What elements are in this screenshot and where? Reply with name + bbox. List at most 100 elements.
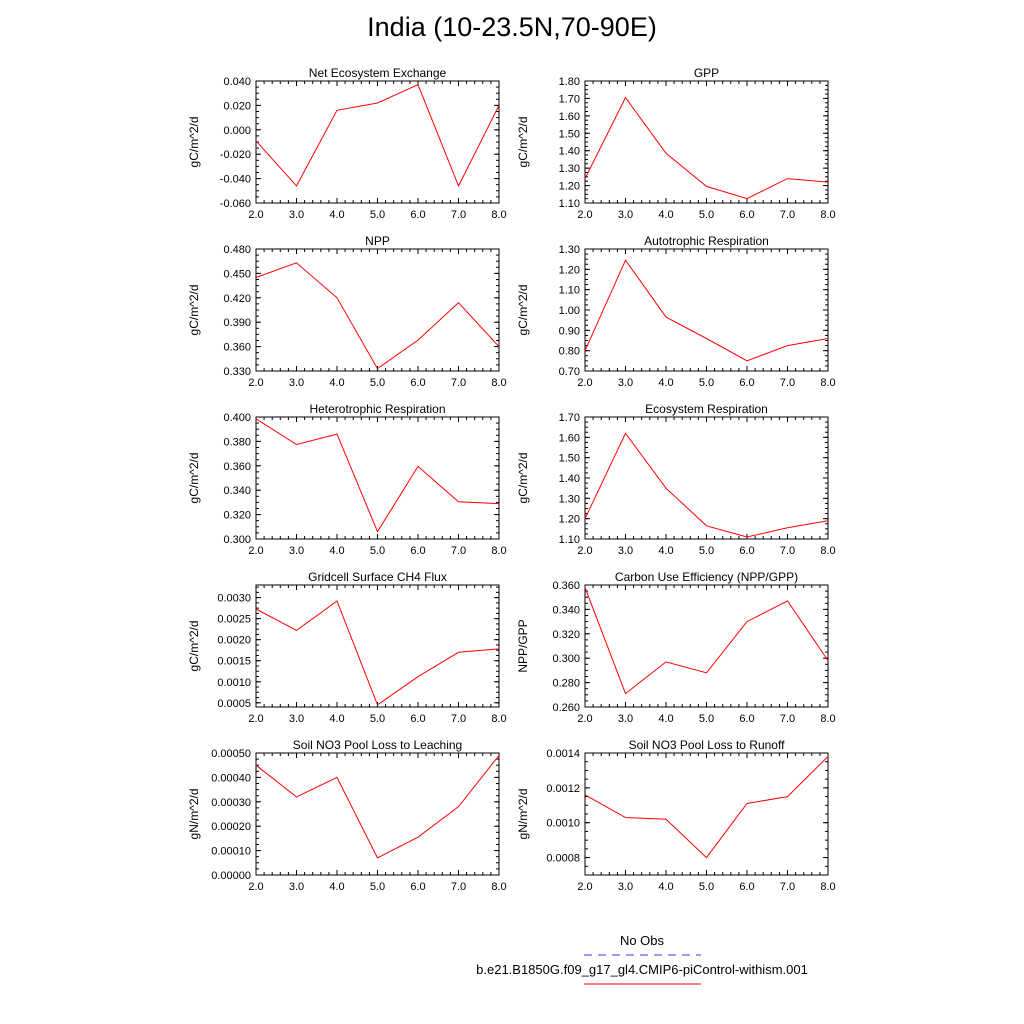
x-tick-label: 4.0 (658, 713, 673, 725)
y-tick-label: 0.70 (559, 366, 580, 378)
x-tick-label: 8.0 (820, 881, 835, 893)
y-tick-label: 0.480 (223, 244, 251, 256)
y-tick-label: 1.20 (559, 264, 580, 276)
legend: No Obs b.e21.B1850G.f09_g17_gl4.CMIP6-pi… (476, 933, 808, 985)
panel-8: Carbon Use Efficiency (NPP/GPP) NPP/GPP 2.… (516, 570, 836, 725)
x-tick-label: 3.0 (289, 545, 304, 557)
y-tick-label: 1.40 (559, 473, 580, 485)
panels-group: Net Ecosystem Exchange gC/m^2/d 2.0 3.0 4.0 5… (187, 66, 836, 893)
x-tick-label: 8.0 (820, 377, 835, 389)
y-tick-label: 1.10 (559, 285, 580, 297)
x-tick-label: 5.0 (699, 377, 714, 389)
y-tick-label: 0.0005 (217, 698, 251, 710)
x-tick-label: 2.0 (577, 713, 592, 725)
x-tick-label: 4.0 (658, 545, 673, 557)
y-tick-label: 0.0020 (217, 635, 251, 647)
x-tick-label: 5.0 (370, 209, 385, 221)
y-tick-label: 0.400 (223, 412, 251, 424)
series-line (584, 432, 829, 538)
y-tick-label: 0.00030 (211, 797, 251, 809)
x-tick-label: 7.0 (451, 377, 466, 389)
y-tick-label: 1.30 (559, 244, 580, 256)
y-tick-label: 0.000 (223, 125, 251, 137)
y-axis-label: gC/m^2/d (187, 285, 201, 336)
panel-title: Heterotrophic Respiration (309, 402, 445, 416)
x-tick-label: 4.0 (329, 713, 344, 725)
plot-frame (584, 248, 829, 372)
x-tick-label: 6.0 (410, 881, 425, 893)
plot-frame (255, 752, 500, 876)
x-tick-label: 3.0 (618, 377, 633, 389)
x-tick-label: 5.0 (699, 713, 714, 725)
x-tick-label: 4.0 (658, 377, 673, 389)
series-line (584, 587, 829, 695)
x-tick-label: 6.0 (410, 209, 425, 221)
y-tick-label: 0.90 (559, 325, 580, 337)
y-tick-label: 0.00020 (211, 821, 251, 833)
series-line (584, 259, 829, 362)
y-tick-label: 0.00010 (211, 846, 251, 858)
x-tick-label: 6.0 (739, 713, 754, 725)
panel-title: Ecosystem Respiration (645, 402, 768, 416)
panel-4: Autotrophic Respiration gC/m^2/d 2.0 3.0 4.0… (516, 234, 836, 389)
x-tick-label: 3.0 (289, 377, 304, 389)
panel-title: GPP (694, 66, 719, 80)
x-tick-label: 3.0 (618, 713, 633, 725)
series-line (255, 755, 500, 859)
y-tick-label: 0.340 (223, 485, 251, 497)
y-tick-label: 1.70 (559, 93, 580, 105)
x-tick-label: 2.0 (577, 545, 592, 557)
y-tick-label: 0.80 (559, 346, 580, 358)
y-tick-label: 1.50 (559, 128, 580, 140)
x-tick-label: 3.0 (289, 209, 304, 221)
panel-title: Gridcell Surface CH4 Flux (308, 570, 447, 584)
x-tick-label: 4.0 (658, 209, 673, 221)
y-tick-label: -0.060 (220, 198, 251, 210)
panel-6: Ecosystem Respiration gC/m^2/d 2.0 3.0 4.0 5.… (516, 402, 836, 557)
plot-frame (584, 80, 829, 204)
x-tick-label: 7.0 (451, 713, 466, 725)
y-tick-label: 0.00000 (211, 870, 251, 882)
panel-title: Soil NO3 Pool Loss to Runoff (629, 738, 786, 752)
panel-5: Heterotrophic Respiration gC/m^2/d 2.0 3.0 4… (187, 402, 507, 557)
y-axis-label: gN/m^2/d (187, 789, 201, 840)
x-tick-label: 8.0 (491, 713, 506, 725)
y-tick-label: 0.360 (223, 461, 251, 473)
y-tick-label: 1.50 (559, 453, 580, 465)
panel-title: Soil NO3 Pool Loss to Leaching (293, 738, 462, 752)
y-tick-label: 0.320 (223, 510, 251, 522)
y-tick-label: 1.00 (559, 305, 580, 317)
y-axis-label: NPP/GPP (516, 619, 530, 672)
y-tick-label: 1.10 (559, 534, 580, 546)
y-tick-label: 0.020 (223, 100, 251, 112)
y-tick-label: 0.0008 (546, 853, 580, 865)
plot-frame (255, 248, 500, 372)
x-tick-label: 6.0 (739, 377, 754, 389)
y-tick-label: 0.040 (223, 76, 251, 88)
x-tick-label: 8.0 (491, 377, 506, 389)
y-tick-label: 0.0010 (546, 818, 580, 830)
x-tick-label: 7.0 (780, 545, 795, 557)
y-tick-label: 0.260 (552, 702, 580, 714)
y-axis-label: gC/m^2/d (516, 117, 530, 168)
panel-7: Gridcell Surface CH4 Flux gC/m^2/d 2.0 3.0 4… (187, 570, 507, 725)
y-tick-label: 0.380 (223, 436, 251, 448)
y-axis-label: gN/m^2/d (516, 789, 530, 840)
plot-frame (584, 752, 829, 876)
x-tick-label: 8.0 (491, 545, 506, 557)
y-axis-label: gC/m^2/d (516, 453, 530, 504)
series-line (255, 84, 500, 188)
x-tick-label: 2.0 (248, 545, 263, 557)
y-axis-label: gC/m^2/d (516, 285, 530, 336)
series-line (584, 96, 829, 200)
y-tick-label: 0.0014 (546, 748, 580, 760)
x-tick-label: 8.0 (491, 209, 506, 221)
x-tick-label: 7.0 (451, 545, 466, 557)
legend-obs-label: No Obs (620, 933, 665, 948)
y-tick-label: -0.020 (220, 149, 251, 161)
y-tick-label: 0.330 (223, 366, 251, 378)
x-tick-label: 6.0 (739, 881, 754, 893)
y-tick-label: 0.0015 (217, 656, 251, 668)
x-tick-label: 2.0 (577, 209, 592, 221)
